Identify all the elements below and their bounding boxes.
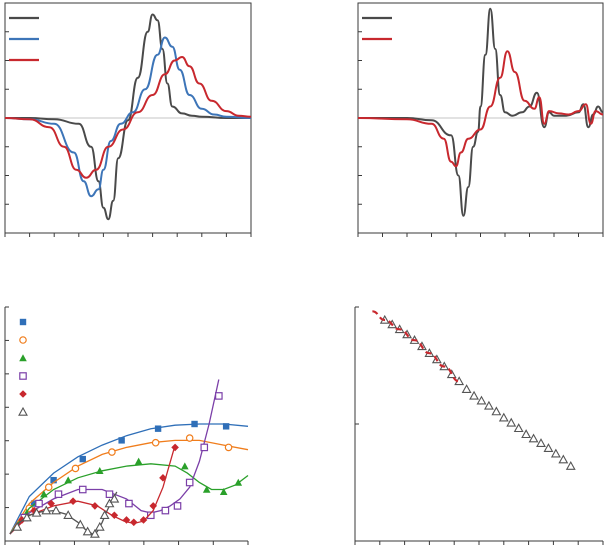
data-point [30, 500, 38, 507]
data-point [173, 502, 182, 510]
data-point [75, 519, 86, 529]
fit-line [9, 423, 249, 535]
data-point [191, 420, 198, 428]
data-point [461, 384, 472, 394]
legend-marker [18, 406, 28, 416]
data-point [200, 443, 209, 452]
data-point [50, 476, 57, 484]
data-point [99, 510, 110, 520]
data-point [40, 490, 48, 498]
panel-b [357, 2, 604, 237]
data-point [79, 455, 86, 463]
legend-marker [19, 390, 27, 398]
data-point [215, 392, 223, 400]
data-point [219, 488, 228, 496]
data-point [35, 499, 43, 508]
panel-d [354, 306, 604, 545]
data-point [181, 462, 189, 470]
data-point [109, 493, 120, 503]
data-point [185, 434, 194, 442]
series-line [358, 7, 604, 217]
data-point [154, 425, 162, 432]
data-point [63, 510, 74, 520]
data-point [41, 505, 52, 515]
data-point [565, 460, 576, 470]
data-point [476, 395, 487, 405]
data-point [483, 400, 494, 410]
data-point [171, 443, 179, 452]
data-point [222, 423, 230, 430]
data-point [21, 512, 32, 522]
data-point [558, 454, 569, 464]
legend-marker [19, 336, 27, 344]
data-point [94, 521, 105, 531]
data-point [202, 485, 211, 493]
data-point [125, 499, 133, 508]
data-point [469, 390, 479, 400]
data-point [513, 423, 524, 433]
data-point [139, 516, 148, 524]
data-point [95, 467, 104, 474]
series-line [5, 13, 251, 221]
data-point [550, 448, 561, 458]
data-point [528, 433, 539, 443]
series-line [357, 50, 604, 168]
data-point [118, 437, 125, 444]
data-point [521, 429, 532, 439]
data-point [89, 528, 100, 538]
data-point [47, 499, 55, 508]
data-point [51, 505, 61, 515]
data-point [69, 497, 77, 506]
data-point [161, 506, 170, 515]
data-point [108, 448, 116, 456]
data-point [78, 485, 87, 494]
data-point [44, 483, 53, 491]
data-point [506, 417, 517, 427]
data-point [31, 507, 42, 517]
data-point [104, 498, 115, 508]
data-point [151, 438, 160, 447]
data-point [129, 518, 138, 527]
data-point [82, 526, 93, 536]
data-point [12, 521, 23, 531]
data-point [147, 511, 155, 520]
legend-marker [19, 372, 27, 380]
data-point [122, 516, 131, 524]
panel-a [4, 2, 252, 237]
data-point [149, 502, 158, 510]
data-point [234, 478, 243, 486]
data-point [64, 476, 72, 484]
legend-marker [19, 318, 27, 326]
series-line [372, 310, 460, 383]
data-point [543, 443, 554, 453]
legend-marker [19, 354, 27, 362]
panel-c [4, 306, 249, 545]
data-point [185, 478, 194, 487]
fit-line [9, 439, 249, 535]
series-line [4, 55, 252, 179]
data-point [498, 412, 509, 422]
data-point [54, 490, 63, 499]
data-point [491, 406, 502, 416]
data-point [91, 502, 99, 510]
fit-line [9, 463, 249, 535]
series-line [4, 36, 252, 198]
data-point [536, 438, 546, 448]
data-point [134, 457, 143, 465]
data-point [224, 443, 233, 452]
data-point [159, 474, 167, 482]
data-point [105, 490, 114, 499]
data-point [110, 511, 119, 520]
data-point [71, 464, 80, 473]
